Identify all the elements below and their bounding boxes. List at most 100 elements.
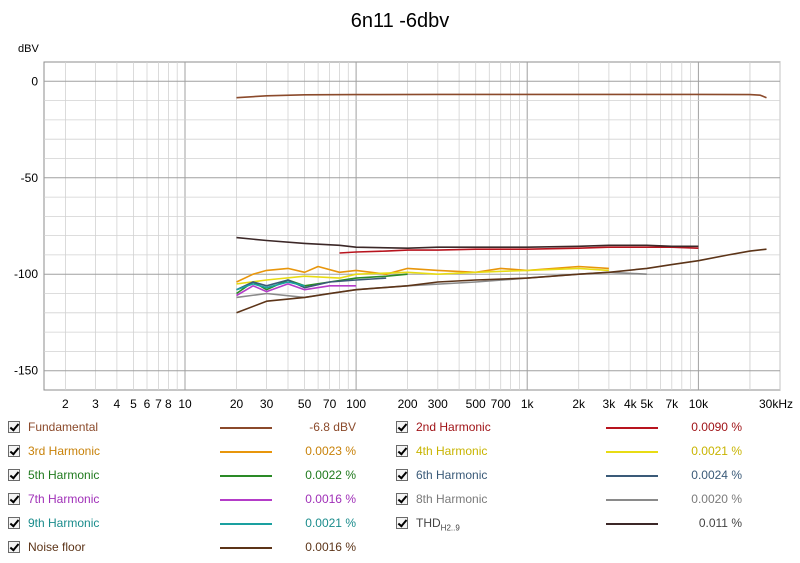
x-tick-label: 20 (230, 397, 244, 411)
legend-checkbox-3rd-harmonic[interactable] (8, 445, 20, 457)
legend-swatch (606, 475, 658, 477)
series-lines (236, 93, 767, 314)
x-tick-label: 200 (398, 397, 418, 411)
x-tick-label: 1k (521, 397, 535, 411)
x-tick-label: 3 (92, 397, 99, 411)
legend-checkbox-5th-harmonic[interactable] (8, 469, 20, 481)
series-line-fundamental (236, 93, 767, 99)
x-tick-label: 300 (428, 397, 448, 411)
legend-value: 0.011 % (698, 516, 742, 530)
x-tick-label: 10 (178, 397, 192, 411)
legend-swatch (220, 451, 272, 453)
legend-checkbox-fundamental[interactable] (8, 421, 20, 433)
y-tick-label: -150 (14, 364, 38, 378)
legend-swatch (606, 451, 658, 453)
legend-label: 2nd Harmonic (416, 420, 491, 434)
legend-item-6th-harmonic: 6th Harmonic 0.0024 % (396, 468, 756, 488)
legend-label: THDH2..9 (416, 516, 460, 533)
legend-value: 0.0023 % (305, 444, 356, 458)
x-tick-label: 6 (144, 397, 151, 411)
legend-checkbox-8th-harmonic[interactable] (396, 493, 408, 505)
chart-title: 6n11 -6dbv (350, 10, 450, 32)
legend-value: 0.0016 % (305, 492, 356, 506)
y-tick-label: -100 (14, 267, 38, 281)
x-tick-label: 70 (323, 397, 337, 411)
x-tick-label: 500 (466, 397, 486, 411)
legend-swatch (220, 427, 272, 429)
x-tick-label: 50 (298, 397, 312, 411)
legend-checkbox-noise-floor[interactable] (8, 541, 20, 553)
legend-checkbox-4th-harmonic[interactable] (396, 445, 408, 457)
legend-label: 5th Harmonic (28, 468, 100, 482)
x-tick-label: 10k (689, 397, 709, 411)
legend-label: 7th Harmonic (28, 492, 100, 506)
x-tick-label: 700 (491, 397, 511, 411)
legend-item-fundamental: Fundamental -6.8 dBV (8, 420, 368, 440)
legend-checkbox-2nd-harmonic[interactable] (396, 421, 408, 433)
x-tick-label: 100 (346, 397, 366, 411)
x-tick-label: 3k (603, 397, 617, 411)
y-axis-label: dBV (18, 43, 39, 55)
legend-value: 0.0021 % (691, 444, 742, 458)
legend-value: -6.8 dBV (309, 420, 356, 434)
x-tick-label: 2k (572, 397, 586, 411)
legend-item-9th-harmonic: 9th Harmonic 0.0021 % (8, 516, 368, 536)
series-line-2nd-harmonic (339, 246, 699, 254)
x-tick-label: 8 (165, 397, 172, 411)
legend-swatch (606, 523, 658, 525)
legend-value: 0.0021 % (305, 516, 356, 530)
legend-item-thd: THDH2..9 0.011 % (396, 516, 756, 536)
legend-item-4th-harmonic: 4th Harmonic 0.0021 % (396, 444, 756, 464)
legend-item-2nd-harmonic: 2nd Harmonic 0.0090 % (396, 420, 756, 440)
y-tick-label: -50 (21, 171, 39, 185)
legend-swatch (220, 499, 272, 501)
x-tick-label: 4 (114, 397, 121, 411)
legend-item-8th-harmonic: 8th Harmonic 0.0020 % (396, 492, 756, 512)
legend-item-noise-floor: Noise floor 0.0016 % (8, 540, 368, 560)
legend-value: 0.0024 % (691, 468, 742, 482)
series-line-4th-harmonic (236, 267, 609, 285)
x-tick-label: 30 (260, 397, 274, 411)
x-tick-label: 7k (665, 397, 679, 411)
x-tick-labels: 2 3 4 5 6 7 8 10 20 30 50 70 100 200 300 500 700 1k 2k 3k 4k… (62, 397, 793, 411)
plot-area: dBV 2 3 4 5 6 7 8 10 20 30 50 70 100 200 300 500 700 1k 2k… (14, 43, 793, 411)
legend-item-7th-harmonic: 7th Harmonic 0.0016 % (8, 492, 368, 512)
series-line-9th-harmonic (236, 281, 305, 291)
legend-label: 6th Harmonic (416, 468, 488, 482)
legend-value: 0.0016 % (305, 540, 356, 554)
grid-lines (44, 62, 781, 390)
legend-swatch (220, 547, 272, 549)
x-tick-label: 5k (640, 397, 654, 411)
legend-checkbox-6th-harmonic[interactable] (396, 469, 408, 481)
legend-label: 8th Harmonic (416, 492, 488, 506)
legend-item-5th-harmonic: 5th Harmonic 0.0022 % (8, 468, 368, 488)
legend-swatch (606, 499, 658, 501)
legend-value: 0.0020 % (691, 492, 742, 506)
x-tick-label: 2 (62, 397, 69, 411)
legend-swatch (606, 427, 658, 429)
plot-background (43, 61, 781, 391)
x-tick-label: 30kHz (759, 397, 793, 411)
legend-checkbox-thd[interactable] (396, 517, 408, 529)
series-line-3rd-harmonic (236, 265, 609, 283)
legend-label: 3rd Harmonic (28, 444, 101, 458)
x-tick-label: 7 (155, 397, 162, 411)
legend-label: Noise floor (28, 540, 86, 554)
legend: Fundamental -6.8 dBV 2nd Harmonic 0.0090 % 3… (0, 418, 800, 563)
series-line-thd (236, 236, 699, 249)
legend-checkbox-9th-harmonic[interactable] (8, 517, 20, 529)
legend-item-3rd-harmonic: 3rd Harmonic 0.0023 % (8, 444, 368, 464)
legend-label: 4th Harmonic (416, 444, 488, 458)
y-tick-labels: 0 -50 -100 -150 (14, 74, 38, 377)
x-tick-label: 4k (624, 397, 638, 411)
legend-value: 0.0022 % (305, 468, 356, 482)
series-line-noise-floor (236, 248, 767, 314)
legend-value: 0.0090 % (691, 420, 742, 434)
series-line-7th-harmonic (236, 283, 357, 297)
legend-label: Fundamental (28, 420, 99, 434)
y-tick-label: 0 (31, 74, 38, 88)
x-tick-label: 5 (130, 397, 137, 411)
legend-swatch (220, 523, 272, 525)
legend-checkbox-7th-harmonic[interactable] (8, 493, 20, 505)
legend-swatch (220, 475, 272, 477)
